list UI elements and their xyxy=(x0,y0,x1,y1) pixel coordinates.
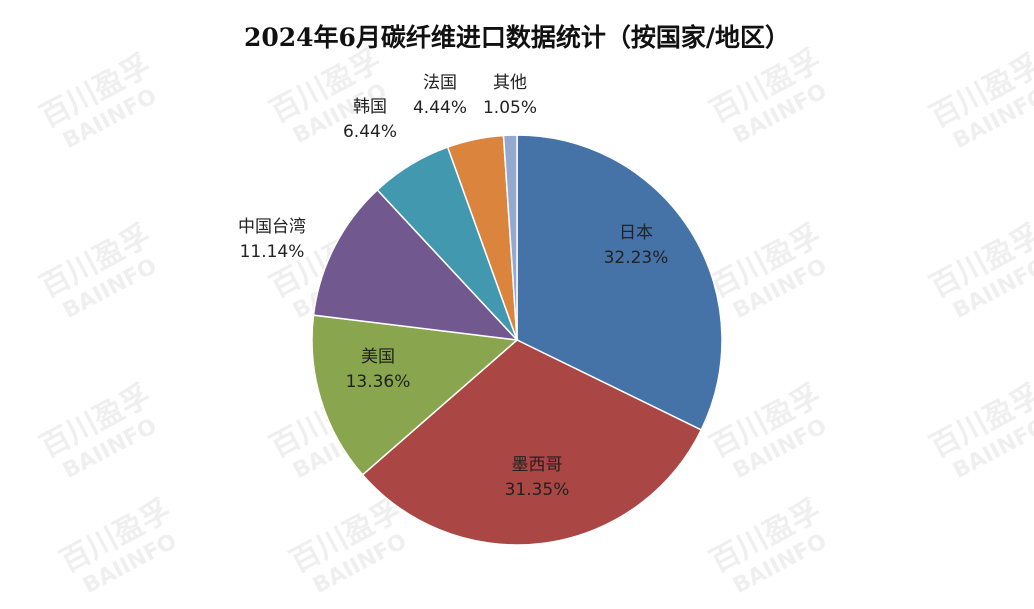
slice-value-label: 32.23% xyxy=(604,248,669,268)
slice-value-label: 6.44% xyxy=(343,122,397,142)
slice-value-label: 13.36% xyxy=(346,372,411,392)
chart-title: 2024年6月碳纤维进口数据统计（按国家/地区） xyxy=(243,23,791,52)
slice-label: 其他 xyxy=(493,73,527,93)
slice-value-label: 1.05% xyxy=(483,98,537,118)
pie-slice xyxy=(311,314,519,476)
slice-value-label: 4.44% xyxy=(413,98,467,118)
slice-value-label: 31.35% xyxy=(505,480,570,500)
pie-slice xyxy=(502,134,518,341)
slice-label: 中国台湾 xyxy=(238,217,306,237)
slice-label: 韩国 xyxy=(353,97,387,117)
slice-label: 美国 xyxy=(361,347,395,367)
slice-label: 墨西哥 xyxy=(512,455,563,475)
slice-value-label: 11.14% xyxy=(240,242,305,262)
pie-slice xyxy=(312,188,519,341)
slice-label: 法国 xyxy=(423,73,457,93)
pie-slice xyxy=(361,339,703,546)
pie-slice xyxy=(516,134,723,431)
slice-label: 日本 xyxy=(619,223,653,243)
